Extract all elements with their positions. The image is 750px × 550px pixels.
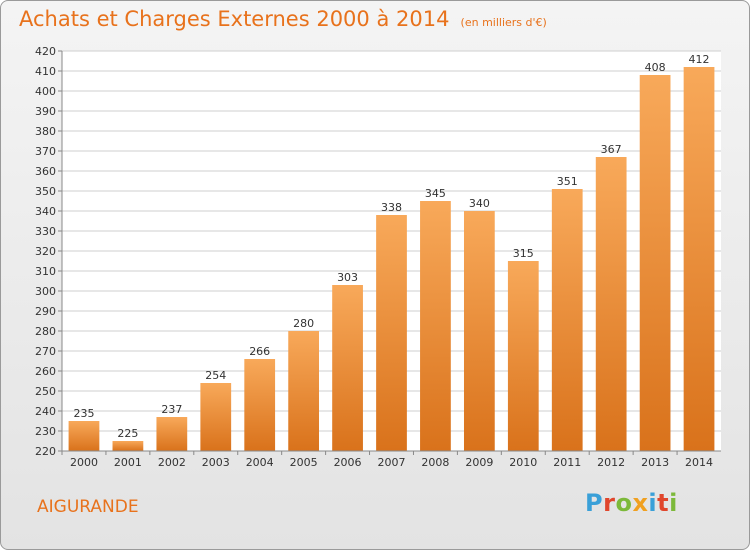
bar-2000 [68, 421, 100, 451]
logo-letter: o [615, 489, 633, 517]
x-tick-label: 2010 [509, 456, 537, 469]
bar-2014 [683, 67, 715, 451]
x-tick-label: 2003 [202, 456, 230, 469]
bar-2009 [463, 211, 495, 451]
bar-2013 [639, 75, 671, 451]
bar-value-label: 340 [469, 197, 490, 210]
bar-value-label: 345 [425, 187, 446, 200]
bar-value-label: 254 [205, 369, 226, 382]
x-tick-label: 2004 [246, 456, 274, 469]
y-tick-label: 220 [35, 445, 56, 458]
x-tick-label: 2014 [685, 456, 713, 469]
x-tick-label: 2000 [70, 456, 98, 469]
chart-unit: (en milliers d'€) [460, 16, 547, 29]
bar-2003 [200, 383, 232, 451]
logo-letter: x [632, 489, 649, 517]
x-tick-label: 2002 [158, 456, 186, 469]
bar-value-label: 237 [161, 403, 182, 416]
bar-value-label: 303 [337, 271, 358, 284]
y-tick-label: 360 [35, 165, 56, 178]
logo-letter: i [669, 489, 678, 517]
logo-letter: i [648, 489, 658, 517]
bar-2008 [420, 201, 451, 451]
logo-letter: P [585, 489, 604, 517]
chart-title: Achats et Charges Externes 2000 à 2014 [19, 7, 450, 31]
y-axis-ticks: 220 230 240 250 260 270 280 290 300 310 320 330 340 3… [35, 45, 62, 458]
x-axis-ticks: 2000 2001 2002 2003 2004 2005 2006 2007 2008 2009… [61, 451, 713, 469]
logo-letter: t [657, 489, 670, 517]
bar-2005 [288, 331, 320, 451]
x-tick-label: 2013 [641, 456, 669, 469]
y-tick-label: 300 [35, 285, 56, 298]
x-tick-label: 2009 [465, 456, 493, 469]
commune-name: AIGURANDE [37, 497, 139, 517]
y-tick-label: 240 [35, 405, 56, 418]
y-tick-label: 250 [35, 385, 56, 398]
y-tick-label: 350 [35, 185, 56, 198]
proxiti-logo: Proxiti [585, 489, 678, 517]
bars: 235 225 237 254 266 280 303 338 345 340 315 351 367 4… [68, 53, 715, 451]
y-tick-label: 280 [35, 325, 56, 338]
y-tick-label: 340 [35, 205, 56, 218]
bar-2004 [244, 359, 276, 451]
bar-2012 [595, 157, 627, 451]
bar-value-label: 235 [73, 407, 94, 420]
logo-letter: r [603, 489, 616, 517]
y-tick-label: 270 [35, 345, 56, 358]
bar-value-label: 367 [601, 143, 622, 156]
bar-2007 [376, 215, 407, 451]
y-tick-label: 310 [35, 265, 56, 278]
bar-value-label: 412 [689, 53, 710, 66]
bar-2010 [507, 261, 539, 451]
bar-value-label: 266 [249, 345, 270, 358]
bar-2011 [551, 189, 583, 451]
y-tick-label: 330 [35, 225, 56, 238]
x-tick-label: 2001 [114, 456, 142, 469]
bar-value-label: 408 [645, 61, 666, 74]
bar-value-label: 280 [293, 317, 314, 330]
bar-value-label: 315 [513, 247, 534, 260]
y-tick-label: 420 [35, 45, 56, 58]
x-tick-label: 2007 [378, 456, 406, 469]
bar-2006 [332, 285, 363, 451]
y-tick-label: 290 [35, 305, 56, 318]
y-tick-label: 370 [35, 145, 56, 158]
y-tick-label: 380 [35, 125, 56, 138]
bar-2002 [156, 417, 188, 451]
y-tick-label: 320 [35, 245, 56, 258]
chart-title-block: Achats et Charges Externes 2000 à 2014 (… [19, 7, 547, 31]
y-tick-label: 410 [35, 65, 56, 78]
bar-value-label: 351 [557, 175, 578, 188]
x-tick-label: 2006 [334, 456, 362, 469]
y-tick-label: 230 [35, 425, 56, 438]
bar-value-label: 338 [381, 201, 402, 214]
y-tick-label: 260 [35, 365, 56, 378]
y-tick-label: 400 [35, 85, 56, 98]
x-tick-label: 2012 [597, 456, 625, 469]
x-tick-label: 2005 [290, 456, 318, 469]
x-tick-label: 2008 [421, 456, 449, 469]
bar-2001 [112, 441, 144, 451]
y-tick-label: 390 [35, 105, 56, 118]
x-tick-label: 2011 [553, 456, 581, 469]
bar-value-label: 225 [117, 427, 138, 440]
